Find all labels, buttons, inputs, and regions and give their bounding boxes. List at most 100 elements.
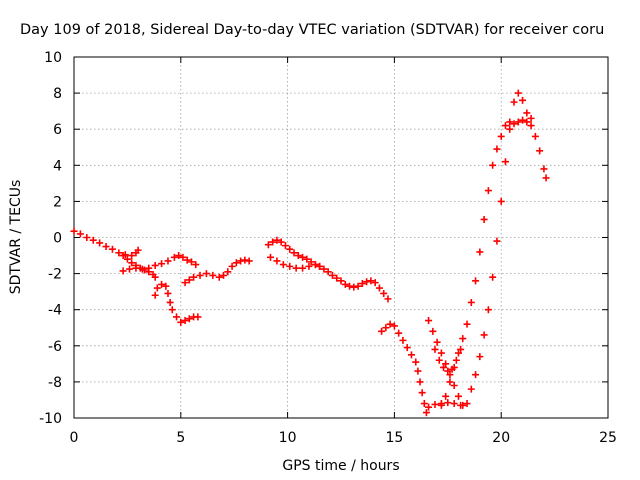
data-point	[540, 165, 548, 173]
y-tick-label: 0	[53, 231, 62, 247]
data-point	[519, 116, 527, 124]
data-point	[134, 246, 142, 254]
data-point	[158, 260, 166, 268]
data-point	[431, 400, 439, 408]
data-point	[119, 267, 127, 275]
y-tick-labels: -10 -8 -6 -4 -2 0 2 4 6 8 10	[39, 50, 62, 427]
data-point	[264, 241, 272, 249]
data-point	[281, 242, 289, 250]
data-point	[446, 371, 454, 379]
data-series-4	[181, 256, 253, 287]
data-point	[220, 271, 228, 279]
data-point	[202, 270, 210, 278]
data-point	[459, 401, 467, 409]
data-point	[437, 401, 445, 409]
data-point	[241, 256, 249, 264]
x-tick-label: 20	[492, 430, 510, 446]
data-point	[175, 252, 183, 260]
data-point	[299, 253, 307, 261]
y-tick-label: -8	[48, 375, 62, 391]
data-series-2	[119, 252, 200, 275]
data-point	[190, 273, 198, 281]
data-point	[194, 313, 202, 321]
data-point	[459, 335, 467, 343]
data-point	[399, 336, 407, 344]
data-point	[164, 257, 172, 265]
data-series-9	[425, 89, 550, 409]
data-point	[70, 227, 78, 235]
data-point	[375, 284, 383, 292]
data-point	[181, 317, 189, 325]
data-point	[185, 315, 193, 323]
data-point	[164, 289, 172, 297]
data-point	[307, 258, 315, 266]
data-point	[183, 256, 191, 264]
data-point	[476, 248, 484, 256]
data-point	[407, 351, 415, 359]
grid	[73, 56, 609, 419]
data-point	[215, 273, 223, 281]
data-point	[484, 187, 492, 195]
data-point	[350, 283, 358, 291]
data-point	[457, 345, 465, 353]
data-point	[493, 145, 501, 153]
data-point	[128, 259, 136, 267]
data-point	[472, 277, 480, 285]
data-point	[181, 279, 189, 287]
data-point	[328, 271, 336, 279]
data-point	[514, 89, 522, 97]
data-point	[333, 274, 341, 282]
data-point	[320, 265, 328, 273]
data-point	[467, 385, 475, 393]
data-point	[153, 284, 161, 292]
data-point	[390, 322, 398, 330]
data-series-6	[267, 253, 392, 303]
data-point	[527, 114, 535, 122]
data-series-11	[431, 345, 465, 375]
data-point	[102, 243, 110, 251]
data-point	[510, 98, 518, 106]
data-points	[70, 89, 550, 417]
data-point	[446, 378, 454, 386]
y-tick-label: -4	[48, 303, 62, 319]
data-point	[523, 118, 531, 126]
x-tick-label: 0	[70, 430, 79, 446]
data-point	[386, 320, 394, 328]
data-point	[119, 252, 127, 260]
data-point	[292, 264, 300, 272]
data-point	[145, 264, 153, 272]
data-point	[179, 253, 187, 261]
data-point	[337, 277, 345, 285]
data-point	[437, 349, 445, 357]
data-point	[450, 382, 458, 390]
data-point	[138, 265, 146, 273]
data-point	[467, 298, 475, 306]
data-point	[463, 400, 471, 408]
data-point	[126, 265, 134, 273]
data-point	[489, 161, 497, 169]
data-point	[245, 257, 253, 265]
data-point	[414, 367, 422, 375]
data-point	[151, 291, 159, 299]
data-point	[168, 306, 176, 314]
y-tick-label: -10	[39, 411, 62, 427]
data-point	[187, 258, 195, 266]
data-point	[177, 318, 185, 326]
data-point	[452, 356, 460, 364]
data-point	[346, 282, 354, 290]
data-point	[425, 317, 433, 325]
data-point	[444, 367, 452, 375]
plot-frame	[73, 56, 609, 419]
data-point	[506, 125, 514, 133]
data-point	[269, 238, 277, 246]
y-tick-label: 4	[53, 158, 62, 174]
data-point	[527, 122, 535, 130]
data-point	[536, 147, 544, 155]
data-point	[454, 392, 462, 400]
data-point	[158, 280, 166, 288]
data-point	[108, 245, 116, 253]
data-point	[435, 356, 443, 364]
data-point	[316, 262, 324, 270]
data-point	[463, 320, 471, 328]
